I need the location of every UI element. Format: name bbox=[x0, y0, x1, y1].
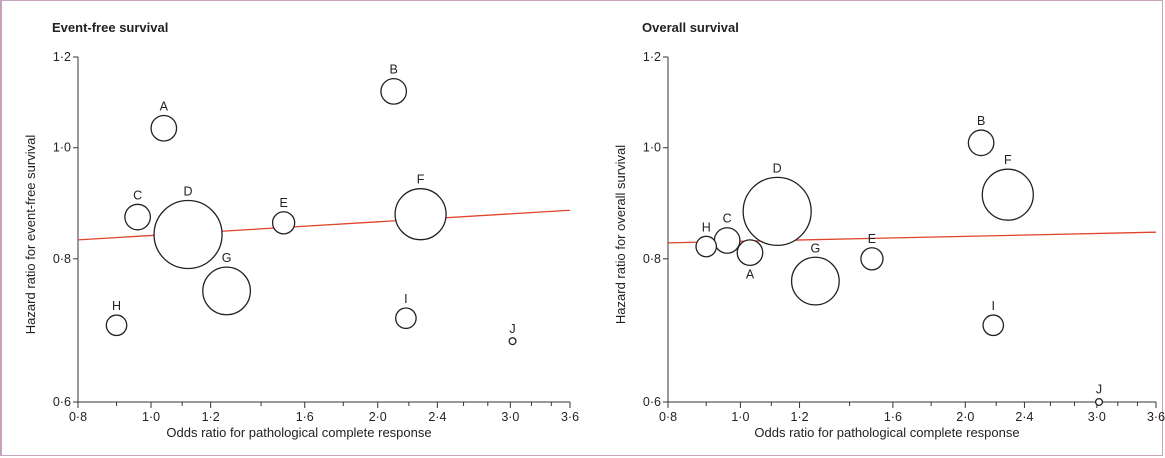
chart1-y-tick-label: 0·8 bbox=[53, 252, 71, 266]
chart1-point-label-D: D bbox=[184, 185, 193, 199]
chart1-y-tick-label: 1·0 bbox=[53, 141, 71, 155]
chart1-x-tick-label: 2·0 bbox=[369, 410, 387, 424]
chart1-x-tick-label: 1·0 bbox=[142, 410, 160, 424]
chart2-x-tick-label: 3·6 bbox=[1147, 410, 1165, 424]
chart2-point-label-A: A bbox=[746, 267, 755, 281]
chart2-x-tick-label: 1·6 bbox=[884, 410, 902, 424]
chart1-point-D bbox=[153, 199, 223, 270]
chart1-point-B bbox=[380, 77, 408, 105]
chart1-x-tick-label: 1·6 bbox=[296, 410, 314, 424]
chart1-x-tick-label: 1·2 bbox=[202, 410, 220, 424]
chart1-point-G bbox=[202, 266, 252, 316]
chart2-point-A bbox=[736, 239, 764, 267]
chart1-regression-line bbox=[77, 209, 571, 241]
chart1-point-label-I: I bbox=[404, 292, 407, 306]
chart2-x-tick-label: 1·2 bbox=[791, 410, 809, 424]
chart2-y-axis-label: Hazard ratio for overall survival bbox=[613, 145, 628, 324]
chart2-point-label-H: H bbox=[702, 220, 711, 234]
chart1-point-C bbox=[124, 203, 152, 231]
chart2-x-tick-label: 2·4 bbox=[1015, 410, 1033, 424]
chart2-y-tick-label: 1·0 bbox=[643, 141, 661, 155]
chart1-x-tick-label: 2·4 bbox=[428, 410, 446, 424]
chart2-point-label-E: E bbox=[868, 232, 876, 246]
chart1-point-E bbox=[271, 211, 296, 235]
chart1-y-axis-label: Hazard ratio for event-free survival bbox=[23, 135, 38, 335]
chart2-y-tick-label: 1·2 bbox=[643, 50, 661, 64]
chart1-x-tick-label: 0·8 bbox=[69, 410, 87, 424]
chart2-point-F bbox=[981, 168, 1034, 221]
chart1-point-label-A: A bbox=[160, 99, 169, 113]
chart1-title: Event-free survival bbox=[52, 20, 168, 35]
chart2-point-I bbox=[982, 314, 1005, 337]
chart2-x-tick-label: 1·0 bbox=[731, 410, 749, 424]
chart2-point-label-F: F bbox=[1004, 153, 1012, 167]
chart1-point-label-F: F bbox=[417, 173, 425, 187]
chart2-point-D bbox=[742, 176, 812, 247]
chart2-point-J bbox=[1094, 397, 1104, 407]
chart1-point-H bbox=[105, 314, 128, 337]
chart1-y-tick-label: 1·2 bbox=[53, 50, 71, 64]
chart1-point-label-J: J bbox=[509, 322, 515, 336]
chart2-point-G bbox=[790, 256, 840, 306]
chart1-point-label-C: C bbox=[133, 188, 142, 202]
chart2-title: Overall survival bbox=[642, 20, 739, 35]
chart1-x-tick-label: 3·0 bbox=[501, 410, 519, 424]
chart2-y-tick-label: 0·6 bbox=[643, 395, 661, 409]
chart1-point-J bbox=[508, 337, 517, 346]
chart1-y-tick-label: 0·6 bbox=[53, 395, 71, 409]
chart2-regression-line bbox=[667, 231, 1157, 244]
chart1-x-axis-label: Odds ratio for pathological complete res… bbox=[166, 425, 431, 440]
chart2-x-tick-label: 0·8 bbox=[659, 410, 677, 424]
chart2-point-B bbox=[967, 129, 995, 157]
chart1-point-F bbox=[394, 188, 447, 241]
chart2-point-label-B: B bbox=[977, 114, 985, 128]
chart2-point-C bbox=[713, 227, 741, 254]
chart2-point-label-D: D bbox=[773, 161, 782, 175]
chart1-point-label-G: G bbox=[222, 251, 232, 265]
chart1-point-I bbox=[395, 307, 417, 330]
chart2-y-tick-label: 0·8 bbox=[643, 252, 661, 266]
chart2-x-tick-label: 3·0 bbox=[1088, 410, 1106, 424]
chart2-point-E bbox=[860, 247, 884, 271]
chart2-x-tick-label: 2·0 bbox=[956, 410, 974, 424]
chart2-x-axis-label: Odds ratio for pathological complete res… bbox=[754, 425, 1019, 440]
chart1-point-label-H: H bbox=[112, 299, 121, 313]
chart1-point-label-B: B bbox=[390, 63, 398, 77]
chart2-point-label-I: I bbox=[992, 299, 995, 313]
chart1-point-A bbox=[150, 114, 178, 142]
chart2-point-label-C: C bbox=[723, 212, 732, 226]
chart1-x-tick-label: 3·6 bbox=[561, 410, 579, 424]
chart1-point-label-E: E bbox=[279, 196, 287, 210]
chart2-point-H bbox=[695, 235, 718, 258]
chart2-point-label-J: J bbox=[1096, 383, 1102, 397]
chart2-point-label-G: G bbox=[811, 241, 821, 255]
